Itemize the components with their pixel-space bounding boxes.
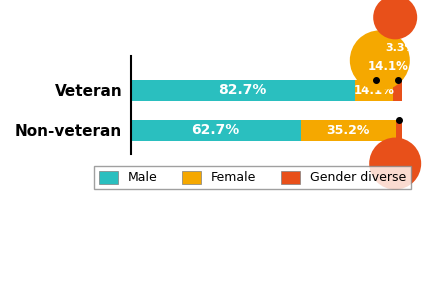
Text: 2.1%: 2.1% xyxy=(384,103,417,116)
Circle shape xyxy=(350,30,410,90)
Text: 14.1%: 14.1% xyxy=(368,60,409,73)
Legend: Male, Female, Gender diverse: Male, Female, Gender diverse xyxy=(94,166,411,189)
Circle shape xyxy=(369,137,421,190)
Bar xyxy=(393,80,402,101)
Text: 82.7%: 82.7% xyxy=(218,83,267,97)
Bar xyxy=(131,80,355,101)
Text: 14.1%: 14.1% xyxy=(354,84,394,97)
Bar xyxy=(131,120,301,141)
Text: 62.7%: 62.7% xyxy=(191,123,240,137)
Text: 3.3%: 3.3% xyxy=(385,43,416,53)
Bar xyxy=(396,120,402,141)
Text: 35.2%: 35.2% xyxy=(327,124,370,137)
Bar xyxy=(355,80,393,101)
Circle shape xyxy=(373,0,417,40)
Bar xyxy=(301,120,396,141)
